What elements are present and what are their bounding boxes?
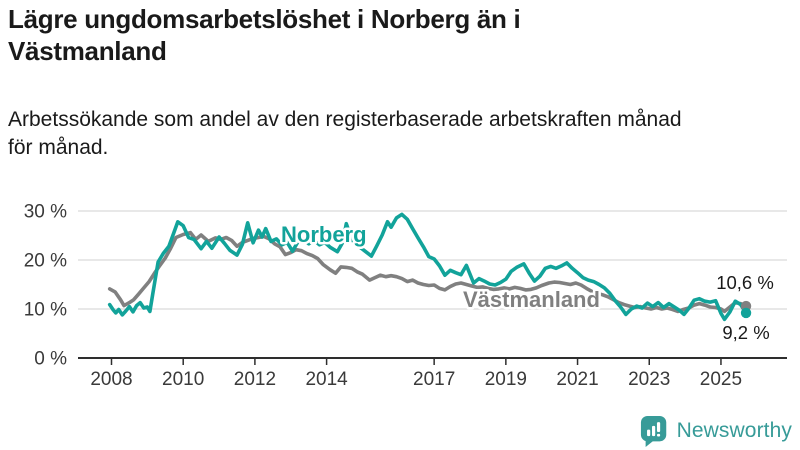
subtitle-line-1: Arbetssökande som andel av den registerb… <box>8 108 682 131</box>
x-tick-label: 2010 <box>162 369 204 390</box>
x-tick-label: 2025 <box>700 369 742 390</box>
y-axis-label: 10 % <box>24 300 67 321</box>
y-axis-label: 30 % <box>24 202 67 223</box>
value-label-norberg: 9,2 % <box>722 322 769 343</box>
series-label-vstmanland: Västmanland <box>463 287 600 312</box>
y-axis-label: 20 % <box>24 251 67 272</box>
title-line-2: Västmanland <box>8 35 167 66</box>
page-title: Lägre ungdomsarbetslöshet i Norberg än i… <box>8 4 788 67</box>
y-axis-label: 0 % <box>34 349 67 370</box>
x-tick-label: 2008 <box>90 369 132 390</box>
value-label-vstmanland: 10,6 % <box>716 272 774 293</box>
x-tick-label: 2014 <box>305 369 348 390</box>
series-label-norberg: Norberg <box>281 222 367 247</box>
subtitle-line-2: för månad. <box>8 135 109 159</box>
newsworthy-logo: Newsworthy <box>640 415 792 447</box>
x-tick-label: 2012 <box>234 369 276 390</box>
newsworthy-logo-text: Newsworthy <box>676 419 792 442</box>
title-line-1: Lägre ungdomsarbetslöshet i Norberg än i <box>8 4 521 34</box>
newsworthy-logo-icon <box>640 416 666 447</box>
chart-subtitle: Arbetssökande som andel av den registerb… <box>8 106 792 161</box>
x-tick-label: 2023 <box>628 369 670 390</box>
series-end-dot-norberg <box>740 307 752 319</box>
series-line-norberg <box>107 212 748 322</box>
x-tick-label: 2017 <box>413 369 455 390</box>
x-tick-label: 2019 <box>485 369 527 390</box>
x-tick-label: 2021 <box>556 369 598 390</box>
